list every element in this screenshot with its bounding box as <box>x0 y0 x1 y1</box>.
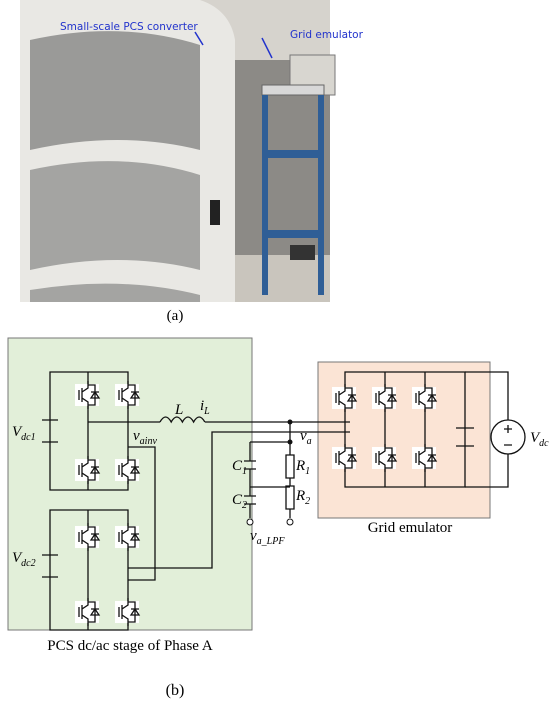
grid-box <box>317 361 491 519</box>
caption: (b) <box>166 682 185 699</box>
subscript: 1 <box>242 466 247 477</box>
pcs-label: PCS dc/ac stage of Phase A <box>47 638 213 654</box>
switch <box>372 444 398 472</box>
circuit-label: L <box>174 402 183 418</box>
subscript: dc1 <box>21 432 35 443</box>
symbol: L <box>174 402 183 418</box>
symbol: v <box>300 428 307 444</box>
symbol: i <box>200 398 204 414</box>
symbol: V <box>12 424 23 440</box>
switch <box>75 381 101 409</box>
switch <box>412 444 438 472</box>
symbol: C <box>232 492 243 508</box>
switch <box>115 598 141 626</box>
subscript: 2 <box>305 496 310 507</box>
symbol: R <box>295 488 305 504</box>
photo-annotation: Grid emulator <box>290 29 364 41</box>
symbol: v <box>133 428 140 444</box>
circuit-label: R1 <box>295 458 310 477</box>
switch <box>372 384 398 412</box>
wiring <box>42 371 526 631</box>
subscript: 1 <box>305 466 310 477</box>
circuit-label: vainv <box>133 428 157 447</box>
symbol: V <box>530 430 541 446</box>
subscript: dc <box>539 438 549 449</box>
symbol: R <box>295 458 305 474</box>
switch <box>115 381 141 409</box>
circuit-label: va_LPF <box>250 528 285 547</box>
switch <box>332 444 358 472</box>
symbol: V <box>12 550 23 566</box>
symbol: v <box>250 528 257 544</box>
circuit-label: Vdc1 <box>12 424 36 443</box>
circuit-label: Vdc2 <box>12 550 36 569</box>
pcs-box <box>7 337 253 631</box>
switch <box>75 523 101 551</box>
switch <box>412 384 438 412</box>
photo-annotation: Small-scale PCS converter <box>60 21 198 33</box>
subscript: ainv <box>140 436 158 447</box>
subscript: 2 <box>242 500 247 511</box>
subscript: a_LPF <box>257 536 286 547</box>
switch <box>115 456 141 484</box>
circuit-label: iL <box>200 398 210 417</box>
subscript: dc2 <box>21 558 35 569</box>
switch <box>75 598 101 626</box>
photo: Small-scale PCS converter Grid emulator <box>20 0 364 302</box>
circuit-label: Vdc <box>530 430 549 449</box>
circuit-label: C1 <box>232 458 247 477</box>
subscript: L <box>203 406 210 417</box>
grid-emulator-label: Grid emulator <box>368 520 453 536</box>
circuit-label: va <box>300 428 312 447</box>
circuit-label: R2 <box>295 488 310 507</box>
caption: (a) <box>167 308 184 324</box>
subscript: a <box>307 436 312 447</box>
switch <box>332 384 358 412</box>
symbol: C <box>232 458 243 474</box>
switch <box>75 456 101 484</box>
switch <box>115 523 141 551</box>
circuit-label: C2 <box>232 492 247 511</box>
